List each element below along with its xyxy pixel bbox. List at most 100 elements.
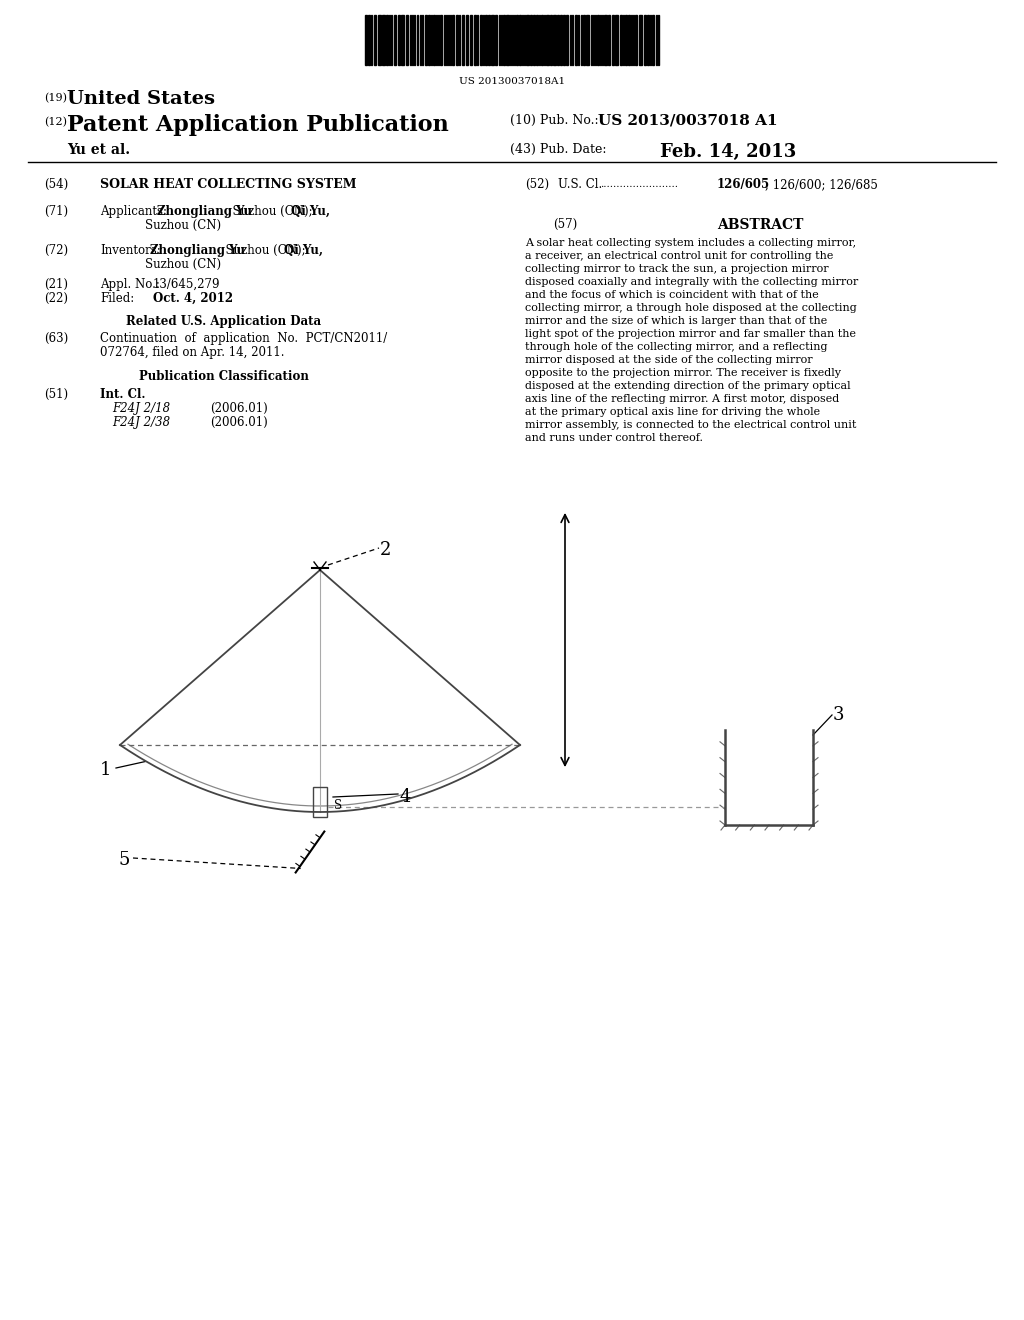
Bar xyxy=(628,15,630,65)
Bar xyxy=(490,15,494,65)
Bar xyxy=(365,15,367,65)
Text: F24J 2/18: F24J 2/18 xyxy=(112,403,170,414)
Text: disposed coaxially and integrally with the collecting mirror: disposed coaxially and integrally with t… xyxy=(525,277,858,286)
Bar xyxy=(382,15,385,65)
Text: (22): (22) xyxy=(44,292,68,305)
Bar xyxy=(485,15,487,65)
Text: Qi Yu,: Qi Yu, xyxy=(284,244,323,257)
Bar xyxy=(597,15,599,65)
Text: light spot of the projection mirror and far smaller than the: light spot of the projection mirror and … xyxy=(525,329,856,339)
Text: (63): (63) xyxy=(44,333,69,345)
Bar xyxy=(378,15,381,65)
Text: Filed:: Filed: xyxy=(100,292,134,305)
Bar xyxy=(374,15,376,65)
Text: (54): (54) xyxy=(44,178,69,191)
Text: Zhongliang Yu: Zhongliang Yu xyxy=(150,244,245,257)
Text: mirror assembly, is connected to the electrical control unit: mirror assembly, is connected to the ele… xyxy=(525,420,856,430)
Bar xyxy=(647,15,649,65)
Text: Qi Yu,: Qi Yu, xyxy=(291,205,330,218)
Bar xyxy=(428,15,430,65)
Text: (2006.01): (2006.01) xyxy=(210,416,267,429)
Text: US 2013/0037018 A1: US 2013/0037018 A1 xyxy=(598,114,777,128)
Bar xyxy=(506,15,509,65)
Text: F24J 2/38: F24J 2/38 xyxy=(112,416,170,429)
Text: (72): (72) xyxy=(44,244,69,257)
Text: (57): (57) xyxy=(553,218,578,231)
Text: ; 126/600; 126/685: ; 126/600; 126/685 xyxy=(765,178,878,191)
Bar xyxy=(406,15,408,65)
Text: Appl. No.:: Appl. No.: xyxy=(100,279,160,290)
Bar xyxy=(386,15,388,65)
Bar xyxy=(550,15,552,65)
Text: Inventors:: Inventors: xyxy=(100,244,161,257)
Bar xyxy=(583,15,585,65)
Text: Continuation  of  application  No.  PCT/CN2011/: Continuation of application No. PCT/CN20… xyxy=(100,333,387,345)
Text: 3: 3 xyxy=(833,706,845,723)
Text: SOLAR HEAT COLLECTING SYSTEM: SOLAR HEAT COLLECTING SYSTEM xyxy=(100,178,356,191)
Bar xyxy=(541,15,543,65)
Text: 2: 2 xyxy=(380,541,391,558)
Text: (71): (71) xyxy=(44,205,69,218)
Bar xyxy=(560,15,562,65)
Text: a receiver, an electrical control unit for controlling the: a receiver, an electrical control unit f… xyxy=(525,251,834,261)
Text: (51): (51) xyxy=(44,388,69,401)
Text: 1: 1 xyxy=(100,762,112,779)
Text: (19): (19) xyxy=(44,92,67,103)
Bar xyxy=(652,15,654,65)
Bar xyxy=(586,15,589,65)
Text: (2006.01): (2006.01) xyxy=(210,403,267,414)
Bar xyxy=(625,15,627,65)
Bar xyxy=(462,15,464,65)
Bar xyxy=(612,15,614,65)
Bar xyxy=(394,15,396,65)
Text: collecting mirror, a through hole disposed at the collecting: collecting mirror, a through hole dispos… xyxy=(525,304,857,313)
Text: Int. Cl.: Int. Cl. xyxy=(100,388,145,401)
Bar xyxy=(488,15,490,65)
Bar xyxy=(452,15,454,65)
Text: Suzhou (CN): Suzhou (CN) xyxy=(145,257,221,271)
Bar xyxy=(644,15,646,65)
Bar xyxy=(635,15,637,65)
Text: and runs under control thereof.: and runs under control thereof. xyxy=(525,433,703,444)
Text: , Suzhou (CN);: , Suzhou (CN); xyxy=(218,244,305,257)
Text: Patent Application Publication: Patent Application Publication xyxy=(67,114,449,136)
Bar xyxy=(575,15,577,65)
Bar xyxy=(566,15,568,65)
Bar xyxy=(440,15,442,65)
Bar xyxy=(534,15,535,65)
Text: (10) Pub. No.:: (10) Pub. No.: xyxy=(510,114,599,127)
Bar xyxy=(474,15,476,65)
Text: (12): (12) xyxy=(44,117,67,127)
Text: (52): (52) xyxy=(525,178,549,191)
Text: 126/605: 126/605 xyxy=(717,178,770,191)
Text: 5: 5 xyxy=(118,851,129,869)
Text: Zhongliang Yu: Zhongliang Yu xyxy=(157,205,252,218)
Bar xyxy=(470,15,472,65)
Text: Suzhou (CN): Suzhou (CN) xyxy=(145,219,221,232)
Text: Publication Classification: Publication Classification xyxy=(139,370,309,383)
Bar xyxy=(398,15,400,65)
Text: 13/645,279: 13/645,279 xyxy=(153,279,220,290)
Text: US 20130037018A1: US 20130037018A1 xyxy=(459,77,565,86)
Bar xyxy=(563,15,565,65)
Bar xyxy=(604,15,607,65)
Text: Yu et al.: Yu et al. xyxy=(67,143,130,157)
Bar xyxy=(313,787,327,817)
Bar xyxy=(546,15,549,65)
Bar xyxy=(620,15,622,65)
Text: Applicants:: Applicants: xyxy=(100,205,167,218)
Text: 4: 4 xyxy=(400,788,412,807)
Text: U.S. Cl.: U.S. Cl. xyxy=(558,178,602,191)
Text: S: S xyxy=(334,799,342,812)
Text: , Suzhou (CN);: , Suzhou (CN); xyxy=(225,205,312,218)
Text: United States: United States xyxy=(67,90,215,108)
Text: mirror and the size of which is larger than that of the: mirror and the size of which is larger t… xyxy=(525,315,827,326)
Bar xyxy=(519,15,521,65)
Text: ........................: ........................ xyxy=(600,180,678,189)
Text: Related U.S. Application Data: Related U.S. Application Data xyxy=(126,315,322,327)
Bar xyxy=(480,15,482,65)
Bar xyxy=(557,15,559,65)
Text: disposed at the extending direction of the primary optical: disposed at the extending direction of t… xyxy=(525,381,851,391)
Bar xyxy=(553,15,556,65)
Text: A solar heat collecting system includes a collecting mirror,: A solar heat collecting system includes … xyxy=(525,238,856,248)
